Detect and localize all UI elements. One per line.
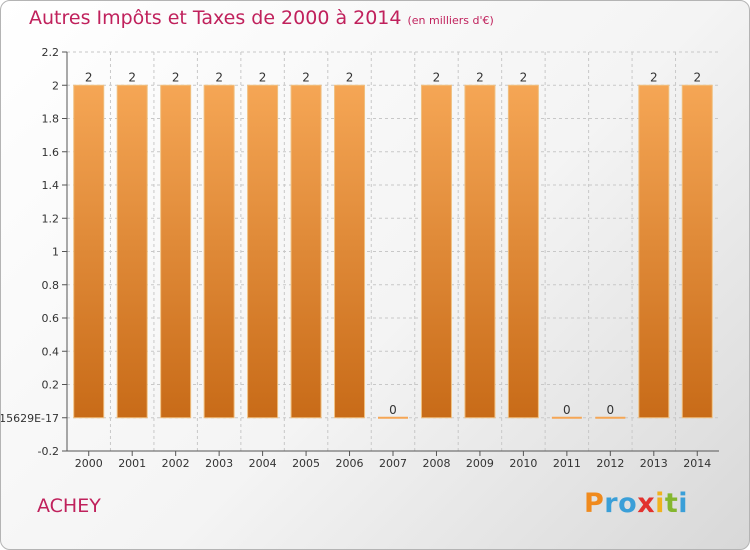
data-label-2013: 2 — [650, 70, 658, 84]
data-label-2014: 2 — [693, 70, 701, 84]
bar-2009 — [464, 84, 496, 419]
x-tick-label: 2011 — [553, 457, 581, 470]
y-tick-label: 0.4 — [42, 345, 60, 358]
x-tick-label: 2001 — [118, 457, 146, 470]
y-tick-label: 0.2 — [42, 379, 60, 392]
x-tick-label: 2009 — [466, 457, 494, 470]
data-label-2009: 2 — [476, 70, 484, 84]
x-tick-label: 2012 — [596, 457, 624, 470]
logo-letter: i — [678, 488, 689, 519]
y-tick-label: 1 — [52, 246, 59, 259]
bar-2011 — [551, 416, 582, 419]
logo-letter: r — [604, 488, 619, 519]
x-tick-label: 2004 — [249, 457, 277, 470]
y-tick-label: 0.6 — [42, 312, 60, 325]
data-label-2001: 2 — [128, 70, 136, 84]
logo-letter: o — [618, 488, 638, 519]
data-label-2005: 2 — [302, 70, 310, 84]
y-tick-label: -15629E-17 — [1, 412, 59, 425]
data-label-2003: 2 — [215, 70, 223, 84]
bar-2013 — [638, 84, 670, 419]
proxiti-logo: Proxiti — [584, 488, 688, 519]
bar-2003 — [203, 84, 235, 419]
bar-2010 — [507, 84, 539, 419]
x-tick-label: 2013 — [640, 457, 668, 470]
bar-2014 — [681, 84, 713, 419]
place-name: ACHEY — [37, 495, 101, 517]
chart-title: Autres Impôts et Taxes de 2000 à 2014 — [29, 7, 402, 29]
x-tick-label: 2007 — [379, 457, 407, 470]
bar-2008 — [420, 84, 452, 419]
data-label-2008: 2 — [433, 70, 441, 84]
bar-2007 — [378, 416, 408, 419]
bar-2012 — [595, 416, 626, 419]
data-label-2000: 2 — [85, 70, 93, 84]
y-tick-label: -0.2 — [38, 445, 59, 458]
y-tick-label: 0.8 — [42, 279, 60, 292]
x-tick-label: 2003 — [205, 457, 233, 470]
x-tick-label: 2014 — [683, 457, 711, 470]
data-label-2002: 2 — [172, 70, 180, 84]
y-tick-label: 1.2 — [42, 212, 60, 225]
data-label-2007: 0 — [389, 403, 397, 417]
bars — [73, 84, 713, 419]
y-tick-label: 2.2 — [42, 46, 60, 59]
logo-letter: x — [637, 488, 656, 519]
bar-2000 — [73, 84, 105, 419]
chart-title-row: Autres Impôts et Taxes de 2000 à 2014 (en… — [29, 7, 494, 29]
bar-2002 — [160, 84, 192, 419]
bar-2004 — [247, 84, 279, 419]
data-label-2004: 2 — [259, 70, 267, 84]
data-label-2006: 2 — [346, 70, 354, 84]
chart-unit: (en milliers d'€) — [407, 14, 494, 27]
bar-2005 — [290, 84, 322, 419]
y-tick-label: 1.4 — [42, 179, 60, 192]
y-tick-label: 1.6 — [42, 146, 60, 159]
data-label-2010: 2 — [520, 70, 528, 84]
x-tick-label: 2006 — [336, 457, 364, 470]
logo-letter: i — [655, 488, 665, 519]
data-label-2012: 0 — [607, 403, 615, 417]
bar-2006 — [334, 84, 366, 419]
x-tick-label: 2005 — [292, 457, 320, 470]
axes: -0.2 -15629E-17 0.2 0.4 0.6 0.8 1 1.2 1.4 1.6 1.8 2… — [1, 46, 719, 470]
data-label-2011: 0 — [563, 403, 571, 417]
x-tick-label: 2010 — [509, 457, 537, 470]
x-tick-label: 2008 — [422, 457, 450, 470]
x-tick-label: 2002 — [162, 457, 190, 470]
bar-2001 — [116, 84, 148, 419]
y-tick-label: 2 — [52, 79, 59, 92]
data-labels: 2 2 2 2 2 2 2 0 2 2 2 0 0 2 2 — [85, 70, 701, 417]
logo-letter: P — [584, 488, 605, 519]
y-tick-label: 1.8 — [42, 113, 60, 126]
x-tick-label: 2000 — [75, 457, 103, 470]
logo-letter: t — [664, 488, 679, 519]
